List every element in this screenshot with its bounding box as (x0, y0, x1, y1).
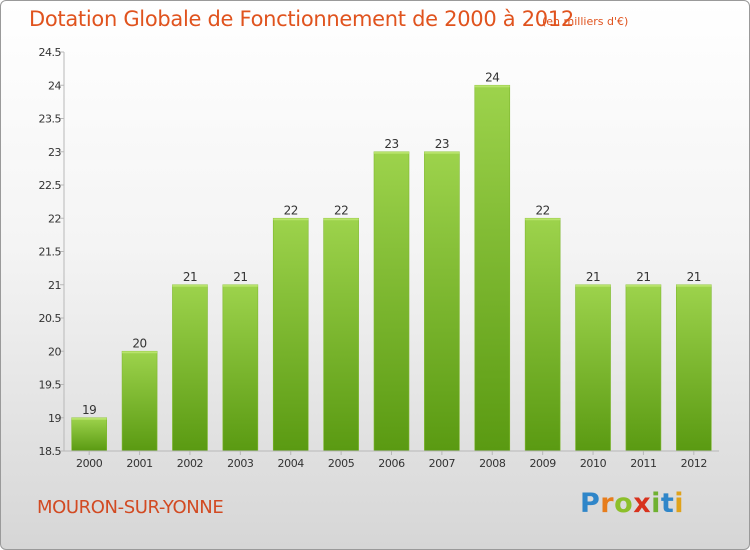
y-axis: 18.5 19 19.5 20 20.5 21 21.5 22 22.5 23 23.5 24 24.5 (39, 46, 65, 458)
bar-2009 (524, 217, 561, 452)
bar-2011 (625, 284, 662, 452)
x-tick-label: 2005 (328, 457, 355, 470)
bar-value-label: 23 (435, 137, 449, 151)
bar-2008 (474, 84, 511, 452)
bar-value-label: 21 (183, 270, 197, 284)
chart-subtitle: (en milliers d'€) (542, 15, 629, 28)
x-tick-label: 2001 (126, 457, 152, 470)
bar-2006 (373, 151, 410, 452)
x-tick-label: 2010 (580, 457, 607, 470)
chart-title: Dotation Globale de Fonctionnement de 20… (29, 7, 574, 31)
y-tick-label: 24.5 (39, 46, 62, 59)
bar-highlight (273, 218, 309, 221)
bar-highlight (575, 284, 611, 287)
bar-value-label: 24 (485, 70, 499, 84)
y-tick-label: 22 (48, 212, 61, 225)
bar-2001 (121, 350, 158, 452)
x-tick-label: 2012 (681, 457, 707, 470)
proxiti-logo[interactable]: Proxiti (580, 488, 685, 519)
x-tick-label: 2008 (479, 457, 506, 470)
bar-highlight (374, 151, 409, 154)
y-tick-label: 19 (48, 412, 61, 425)
bar-2004 (272, 217, 309, 452)
bar-2007 (424, 151, 460, 452)
bar-highlight (676, 284, 712, 287)
bar-highlight (71, 417, 107, 420)
bar-value-label: 20 (132, 336, 146, 350)
bar-highlight (625, 284, 661, 287)
bars: 19 20 21 21 22 22 23 23 24 22 21 21 21 (71, 70, 712, 452)
bar-2005 (323, 217, 359, 452)
bar-highlight (122, 351, 158, 354)
bar-highlight (323, 218, 359, 221)
y-tick-label: 18.5 (39, 445, 62, 458)
x-tick-label: 2002 (177, 457, 203, 470)
bar-2000 (71, 417, 107, 452)
y-tick-label: 21 (48, 279, 61, 292)
x-tick-label: 2006 (378, 457, 405, 470)
y-tick-label: 20.5 (39, 312, 62, 325)
y-tick-label: 20 (48, 345, 61, 358)
bar-2002 (172, 284, 208, 452)
bar-value-label: 21 (586, 270, 600, 284)
bar-value-label: 21 (233, 270, 247, 284)
y-tick-label: 21.5 (39, 246, 62, 259)
bar-value-label: 22 (284, 203, 298, 217)
x-tick-label: 2003 (227, 457, 254, 470)
x-tick-label: 2000 (76, 457, 103, 470)
bar-highlight (424, 151, 460, 154)
x-tick-label: 2007 (429, 457, 456, 470)
bar-highlight (525, 218, 561, 221)
bar-value-label: 19 (82, 403, 96, 417)
x-tick-label: 2004 (278, 457, 305, 470)
bar-value-label: 22 (536, 203, 550, 217)
bar-value-label: 21 (687, 270, 701, 284)
x-tick-label: 2011 (630, 457, 656, 470)
y-tick-label: 23.5 (39, 113, 62, 126)
bar-2003 (222, 284, 259, 452)
y-tick-label: 24 (48, 79, 61, 92)
x-axis: 2000 2001 2002 2003 2004 2005 2006 2007 2008 2009… (64, 450, 719, 470)
bar-value-label: 23 (384, 137, 398, 151)
bar-value-label: 22 (334, 203, 348, 217)
bar-2010 (575, 284, 611, 452)
bar-value-label: 21 (636, 270, 650, 284)
bar-highlight (222, 284, 258, 287)
y-tick-label: 22.5 (39, 179, 62, 192)
x-tick-label: 2009 (529, 457, 556, 470)
city-name: MOURON-SUR-YONNE (37, 497, 224, 518)
y-tick-label: 19.5 (39, 379, 62, 392)
y-tick-label: 23 (48, 146, 61, 159)
bar-2012 (676, 284, 712, 452)
bar-highlight (172, 284, 208, 287)
bar-highlight (474, 85, 510, 88)
